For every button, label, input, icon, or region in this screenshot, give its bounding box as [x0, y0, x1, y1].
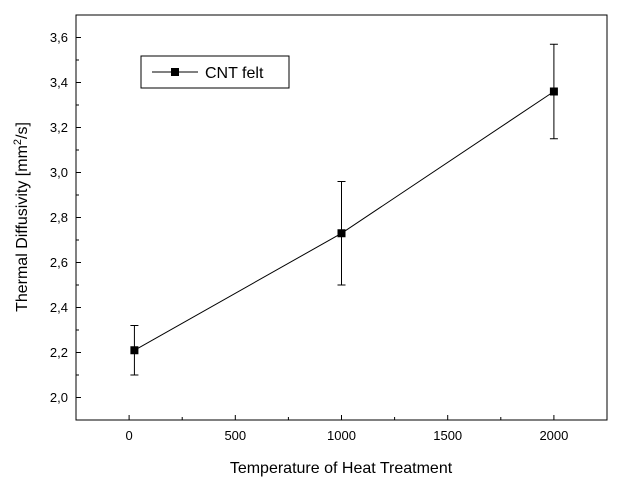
y-axis-title-superscript: 2 [12, 139, 24, 145]
legend-label-cnt-felt: CNT felt [205, 65, 264, 82]
x-tick-label: 2000 [539, 428, 568, 443]
x-tick-label: 1000 [327, 428, 356, 443]
x-axis-ticks: 0 500 1000 1500 2000 [75, 415, 608, 443]
x-tick-label: 1500 [433, 428, 462, 443]
series-line [134, 91, 555, 351]
data-point [549, 87, 558, 96]
legend: CNT felt [140, 55, 290, 89]
y-tick-label: 3,0 [50, 165, 68, 180]
y-tick-label: 2,8 [50, 210, 68, 225]
y-axis-title-main: Thermal Diffusivity [mm [14, 145, 31, 312]
x-tick-label: 500 [224, 428, 246, 443]
data-point [337, 229, 346, 238]
y-axis-ticks: 2,0 2,2 2,4 2,6 2,8 3,0 3,2 3,4 3,6 [50, 14, 81, 421]
y-tick-label: 3,6 [50, 30, 68, 45]
y-tick-label: 3,2 [50, 120, 68, 135]
legend-marker [171, 68, 179, 76]
y-tick-label: 2,0 [50, 390, 68, 405]
y-tick-label: 3,4 [50, 75, 68, 90]
x-tick-label: 0 [125, 428, 132, 443]
y-axis-title: Thermal Diffusivity [mm2/s] [12, 122, 31, 312]
y-axis-title-tail: /s] [14, 122, 31, 139]
y-tick-label: 2,6 [50, 255, 68, 270]
series-layer [130, 43, 558, 376]
y-tick-label: 2,2 [50, 345, 68, 360]
data-point [130, 346, 139, 355]
x-axis-title: Temperature of Heat Treatment [230, 460, 453, 477]
y-tick-label: 2,4 [50, 300, 68, 315]
